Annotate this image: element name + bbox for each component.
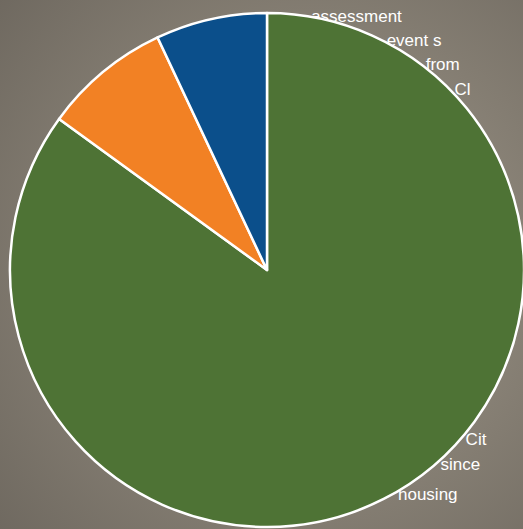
chart: assessmentevent sfromClCitsincehousing (0, 0, 523, 529)
annotation: Cit (466, 430, 487, 449)
background (0, 0, 523, 529)
annotation: housing (398, 485, 458, 504)
slice (10, 13, 523, 527)
pie (10, 13, 523, 527)
annotation: since (441, 455, 481, 474)
slice (158, 13, 267, 270)
